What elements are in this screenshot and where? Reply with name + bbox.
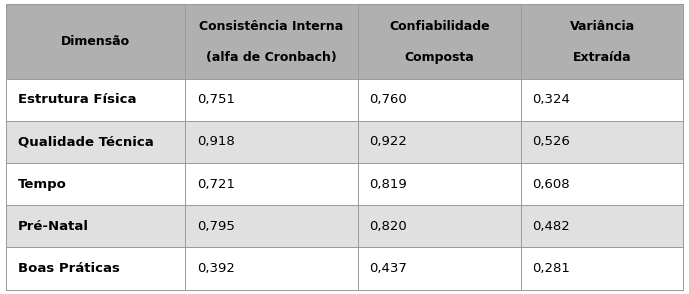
Text: 0,526: 0,526 xyxy=(532,135,570,148)
Text: 0,324: 0,324 xyxy=(532,93,570,106)
Text: 0,820: 0,820 xyxy=(369,220,407,233)
Text: 0,482: 0,482 xyxy=(532,220,570,233)
Text: 0,437: 0,437 xyxy=(369,262,407,275)
Text: Estrutura Física: Estrutura Física xyxy=(18,93,136,106)
Text: 0,721: 0,721 xyxy=(197,178,235,191)
Text: 0,918: 0,918 xyxy=(197,135,235,148)
Text: 0,392: 0,392 xyxy=(197,262,235,275)
Text: Confiabilidade: Confiabilidade xyxy=(389,20,490,33)
Text: 0,819: 0,819 xyxy=(369,178,407,191)
Text: Qualidade Técnica: Qualidade Técnica xyxy=(18,135,154,148)
Text: 0,795: 0,795 xyxy=(197,220,235,233)
Text: 0,751: 0,751 xyxy=(197,93,235,106)
Text: 0,922: 0,922 xyxy=(369,135,407,148)
Text: Consistência Interna: Consistência Interna xyxy=(200,20,344,33)
Text: 0,760: 0,760 xyxy=(369,93,407,106)
Text: Boas Práticas: Boas Práticas xyxy=(18,262,120,275)
Text: 0,281: 0,281 xyxy=(532,262,570,275)
Text: Extraída: Extraída xyxy=(573,51,631,64)
Text: 0,608: 0,608 xyxy=(532,178,570,191)
Text: (alfa de Cronbach): (alfa de Cronbach) xyxy=(206,51,337,64)
Text: Composta: Composta xyxy=(404,51,474,64)
Text: Tempo: Tempo xyxy=(18,178,67,191)
Text: Pré-Natal: Pré-Natal xyxy=(18,220,89,233)
Text: Variância: Variância xyxy=(570,20,635,33)
Text: Dimensão: Dimensão xyxy=(61,35,130,48)
